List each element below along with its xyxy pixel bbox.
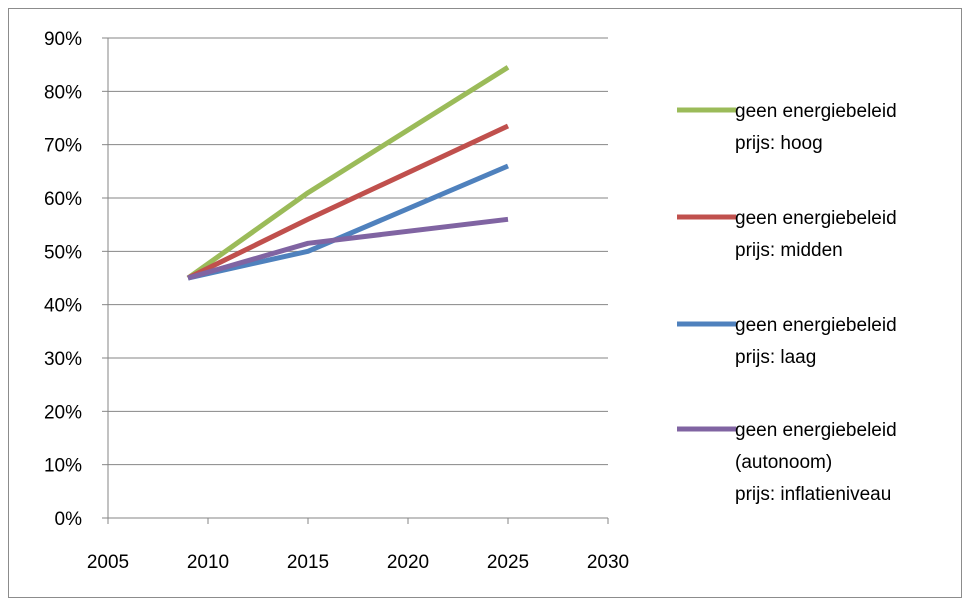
legend-label: geen energiebeleid — [735, 315, 897, 336]
x-tick-label: 2025 — [487, 552, 529, 573]
axes — [102, 37, 609, 524]
legend-entry-2[interactable]: geen energiebeleid prijs: midden — [677, 208, 897, 261]
series-line-2 — [186, 123, 510, 281]
legend-label: prijs: inflatieniveau — [735, 484, 891, 505]
x-tick-label: 2015 — [287, 552, 329, 573]
y-tick-labels: 0% 10% 20% 30% 40% 50% 60% 70% 80% 90% — [44, 29, 82, 530]
y-tick-label: 0% — [55, 509, 83, 530]
x-tick-label: 2030 — [587, 552, 629, 573]
legend-label: prijs: laag — [735, 347, 816, 368]
x-tick-label: 2005 — [87, 552, 129, 573]
series-line-4 — [187, 216, 509, 281]
legend-entry-4[interactable]: geen energiebeleid (autonoom) prijs: infla… — [677, 420, 897, 505]
series-line-3 — [187, 163, 509, 281]
y-tick-label: 70% — [44, 136, 82, 157]
series-line-1 — [186, 65, 510, 281]
y-tick-label: 90% — [44, 29, 82, 50]
y-tick-label: 30% — [44, 349, 82, 370]
y-tick-label: 60% — [44, 189, 82, 210]
legend-label: geen energiebeleid — [735, 420, 897, 441]
legend-entry-3[interactable]: geen energiebeleid prijs: laag — [677, 315, 897, 368]
legend-label: geen energiebeleid — [735, 101, 897, 122]
gridlines — [108, 37, 608, 466]
legend-label: prijs: hoog — [735, 133, 823, 154]
y-tick-label: 80% — [44, 82, 82, 103]
y-tick-label: 20% — [44, 402, 82, 423]
x-tick-label: 2020 — [387, 552, 429, 573]
chart-frame — [8, 8, 962, 598]
series-lines — [186, 65, 510, 281]
legend-label: prijs: midden — [735, 240, 843, 261]
y-tick-label: 10% — [44, 456, 82, 477]
x-tick-labels: 2005 2010 2015 2020 2025 2030 — [87, 552, 629, 573]
x-tick-label: 2010 — [187, 552, 229, 573]
y-tick-label: 40% — [44, 296, 82, 317]
y-tick-label: 50% — [44, 242, 82, 263]
legend-entry-1[interactable]: geen energiebeleid prijs: hoog — [677, 101, 897, 154]
legend-label: (autonoom) — [735, 452, 832, 473]
legend-label: geen energiebeleid — [735, 208, 897, 229]
